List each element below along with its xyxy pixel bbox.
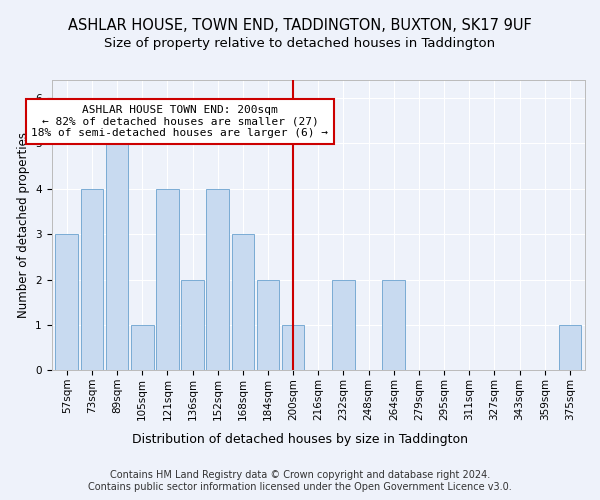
Bar	[282, 325, 304, 370]
Bar	[156, 189, 179, 370]
Bar	[257, 280, 280, 370]
Bar	[80, 189, 103, 370]
Bar	[106, 144, 128, 370]
Bar	[232, 234, 254, 370]
Text: Contains HM Land Registry data © Crown copyright and database right 2024.: Contains HM Land Registry data © Crown c…	[110, 470, 490, 480]
Bar	[332, 280, 355, 370]
Text: Size of property relative to detached houses in Taddington: Size of property relative to detached ho…	[104, 38, 496, 51]
Bar	[559, 325, 581, 370]
Text: Contains public sector information licensed under the Open Government Licence v3: Contains public sector information licen…	[88, 482, 512, 492]
Bar	[55, 234, 78, 370]
Y-axis label: Number of detached properties: Number of detached properties	[17, 132, 30, 318]
Bar	[206, 189, 229, 370]
Bar	[131, 325, 154, 370]
Bar	[382, 280, 405, 370]
Text: ASHLAR HOUSE TOWN END: 200sqm
← 82% of detached houses are smaller (27)
18% of s: ASHLAR HOUSE TOWN END: 200sqm ← 82% of d…	[31, 105, 328, 138]
Text: ASHLAR HOUSE, TOWN END, TADDINGTON, BUXTON, SK17 9UF: ASHLAR HOUSE, TOWN END, TADDINGTON, BUXT…	[68, 18, 532, 32]
Bar	[181, 280, 204, 370]
Text: Distribution of detached houses by size in Taddington: Distribution of detached houses by size …	[132, 432, 468, 446]
